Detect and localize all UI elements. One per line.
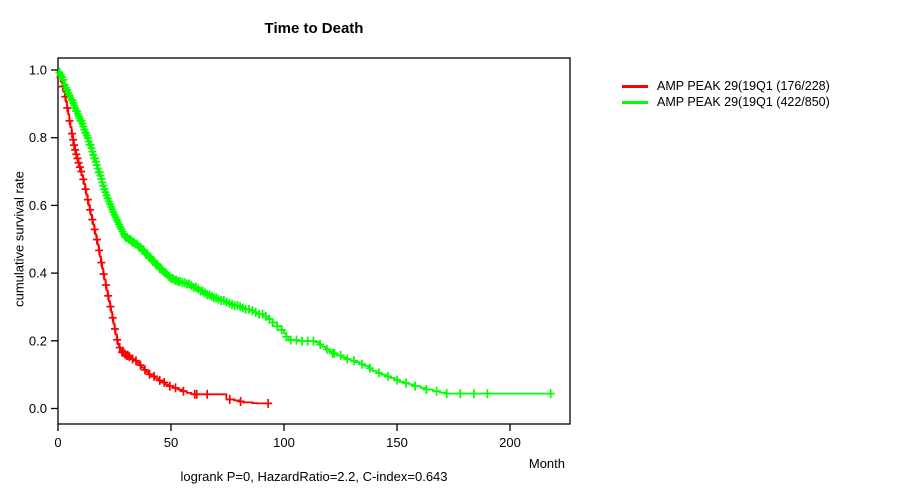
y-tick-label: 0.0: [29, 401, 47, 416]
y-tick-label: 1.0: [29, 63, 47, 78]
chart-legend: AMP PEAK 29(19Q1 (176/228) AMP PEAK 29(1…: [622, 78, 830, 110]
censor-marks-green: [55, 67, 555, 399]
legend-item-green: AMP PEAK 29(19Q1 (422/850): [622, 94, 830, 110]
censor-marks-red: [56, 72, 273, 408]
red-line-swatch: [622, 84, 648, 88]
y-axis-label: cumulative survival rate: [11, 171, 27, 307]
km-curve-red: [58, 69, 269, 405]
legend-label-red: AMP PEAK 29(19Q1 (176/228): [657, 79, 830, 93]
green-line-swatch: [622, 100, 648, 104]
plot-box: [57, 57, 571, 425]
x-axis-label: Month: [528, 456, 565, 471]
legend-item-red: AMP PEAK 29(19Q1 (176/228): [622, 78, 830, 94]
x-tick-label: 200: [499, 435, 521, 450]
x-tick-label: 100: [273, 435, 295, 450]
y-tick-label: 0.2: [29, 333, 47, 348]
y-tick-label: 0.6: [29, 198, 47, 213]
x-tick-label: 150: [386, 435, 408, 450]
chart-title: Time to Death: [264, 20, 364, 37]
km-curve-green: [58, 69, 551, 395]
x-tick-label: 50: [164, 435, 178, 450]
legend-label-green: AMP PEAK 29(19Q1 (422/850): [657, 95, 830, 109]
x-tick-label: 0: [54, 435, 61, 450]
y-tick-label: 0.4: [29, 266, 47, 281]
y-tick-label: 0.8: [29, 130, 47, 145]
stats-annotation: logrank P=0, HazardRatio=2.2, C-index=0.…: [180, 469, 448, 484]
